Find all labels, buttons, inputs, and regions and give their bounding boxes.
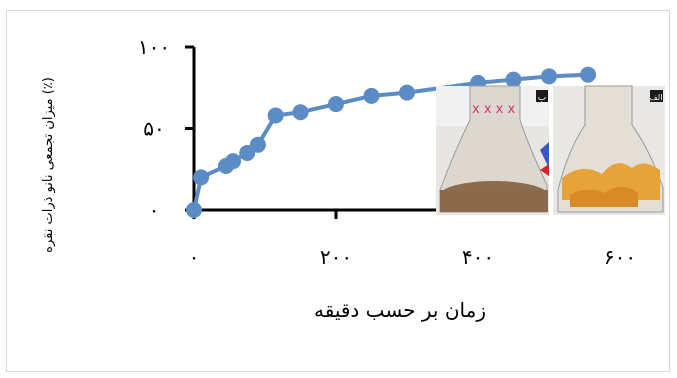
data-point <box>249 136 266 153</box>
data-point <box>363 87 380 104</box>
x-tick-label: ۲۰۰ <box>320 245 352 269</box>
data-point <box>193 169 210 186</box>
x-tick-label: ۶۰۰ <box>604 245 636 269</box>
inset-photo-a: الف <box>553 85 665 215</box>
data-point <box>328 96 344 113</box>
photo-label-b: ب <box>538 93 546 103</box>
data-point <box>186 202 202 218</box>
axes: ۰ ۵۰ ۱۰۰ ۰ ۲۰۰ ۴۰۰ ۶۰۰ <box>138 35 636 269</box>
data-point <box>580 66 597 83</box>
series-line-group <box>186 66 597 218</box>
x-axis-title: زمان بر حسب دقیقه <box>314 298 486 322</box>
data-point <box>505 71 522 88</box>
y-tick-label: ۱۰۰ <box>138 35 170 59</box>
y-tick-label: ۵۰ <box>143 117 164 141</box>
inset-photos: x x x x ب الف <box>436 85 665 215</box>
inset-photo-b: x x x x ب <box>436 85 549 215</box>
data-point <box>399 84 415 101</box>
data-point <box>267 107 284 124</box>
x-tick-label: ۴۰۰ <box>462 245 494 269</box>
svg-text:x x x x: x x x x <box>472 102 515 117</box>
y-tick-label: ۰ <box>149 198 160 222</box>
data-point <box>541 68 557 85</box>
photo-label-a: الف <box>650 93 663 102</box>
data-point <box>225 153 242 170</box>
y-axis-title: میزان تجمعی نانو ذرات نقره (٪) <box>41 77 56 253</box>
x-tick-label: ۰ <box>189 245 200 269</box>
data-point <box>292 104 309 121</box>
